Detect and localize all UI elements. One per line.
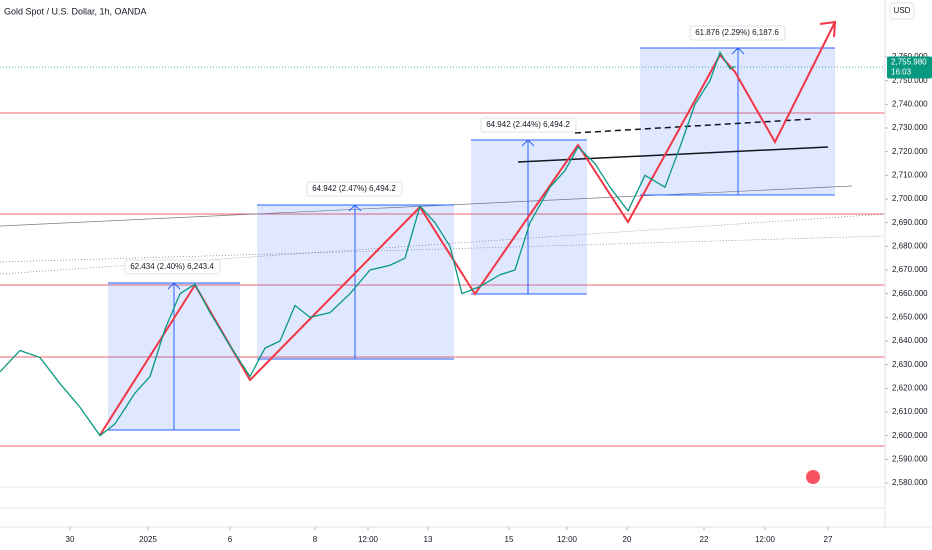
y-tick-label: 2,650.000 [892, 312, 928, 321]
y-tick-label: 2,640.000 [892, 336, 928, 345]
y-tick-label: 2,680.000 [892, 241, 928, 250]
y-tick-label: 2,630.000 [892, 360, 928, 369]
y-tick-label: 2,700.000 [892, 194, 928, 203]
x-tick-label: 12:00 [358, 535, 379, 544]
y-tick-label: 2,620.000 [892, 383, 928, 392]
measure-label: 64.942 (2.47%) 6,494.2 [312, 184, 396, 193]
x-tick-label: 6 [228, 535, 233, 544]
x-tick-label: 8 [313, 535, 318, 544]
x-tick-label: 12:00 [557, 535, 578, 544]
price-line [0, 50, 736, 437]
measure-label: 64.942 (2.44%) 6,494.2 [486, 120, 570, 129]
x-tick-label: 30 [66, 535, 75, 544]
y-tick-label: 2,720.000 [892, 147, 928, 156]
x-tick-label: 15 [505, 535, 514, 544]
x-tick-label: 20 [623, 535, 632, 544]
measure-label: 61.876 (2.29%) 6,187.6 [695, 28, 779, 37]
currency-button[interactable] [889, 2, 915, 20]
y-tick-label: 2,690.000 [892, 218, 928, 227]
y-tick-label: 2,580.000 [892, 478, 928, 487]
y-tick-label: 2,750.000 [892, 76, 928, 85]
x-tick-label: 13 [424, 535, 433, 544]
y-tick-label: 2,610.000 [892, 407, 928, 416]
measure-label: 62.434 (2.40%) 6,243.4 [130, 262, 214, 271]
currency: USD [894, 6, 911, 15]
y-tick-label: 2,730.000 [892, 123, 928, 132]
x-tick-label: 12:00 [755, 535, 776, 544]
y-tick-label: 2,660.000 [892, 289, 928, 298]
event-icon[interactable] [806, 470, 820, 484]
last-price-label: 2,755.980 [891, 58, 927, 67]
x-tick-label: 22 [700, 535, 709, 544]
countdown: 16:03 [891, 68, 912, 77]
last-price-tag [887, 56, 932, 79]
y-tick-label: 2,600.000 [892, 431, 928, 440]
y-tick-label: 2,740.000 [892, 99, 928, 108]
x-tick-label: 27 [824, 535, 833, 544]
y-tick-label: 2,670.000 [892, 265, 928, 274]
chart-title: Gold Spot / U.S. Dollar, 1h, OANDA [4, 6, 147, 16]
x-tick-label: 2025 [139, 535, 157, 544]
y-tick-label: 2,590.000 [892, 454, 928, 463]
y-tick-label: 2,710.000 [892, 170, 928, 179]
